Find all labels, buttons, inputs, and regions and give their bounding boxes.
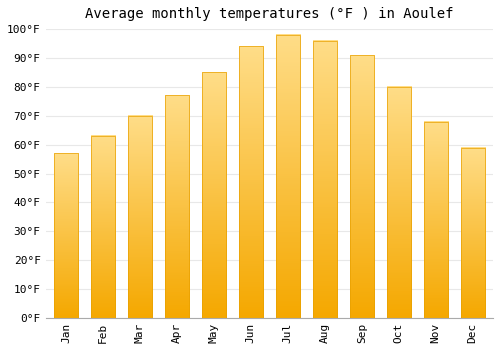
Bar — [239, 47, 263, 318]
Bar — [165, 96, 189, 318]
Bar — [424, 121, 448, 318]
Bar — [313, 41, 337, 318]
Bar — [460, 147, 484, 318]
Bar — [202, 72, 226, 318]
Bar — [54, 153, 78, 318]
Bar — [128, 116, 152, 318]
Bar — [276, 35, 300, 318]
Bar — [350, 55, 374, 318]
Bar — [386, 87, 411, 318]
Bar — [91, 136, 115, 318]
Title: Average monthly temperatures (°F ) in Aoulef: Average monthly temperatures (°F ) in Ao… — [85, 7, 454, 21]
